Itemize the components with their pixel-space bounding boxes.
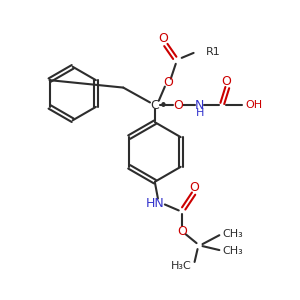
Text: H: H — [196, 108, 205, 118]
Text: O: O — [163, 76, 173, 89]
Text: O: O — [177, 225, 187, 238]
Text: •: • — [158, 99, 167, 114]
Text: O: O — [158, 32, 168, 44]
Text: R1: R1 — [206, 47, 220, 57]
Text: CH₃: CH₃ — [222, 229, 243, 239]
Text: O: O — [190, 181, 200, 194]
Text: OH: OH — [245, 100, 262, 110]
Text: C: C — [151, 99, 159, 112]
Text: HN: HN — [146, 197, 164, 210]
Text: CH₃: CH₃ — [222, 246, 243, 256]
Text: N: N — [195, 99, 204, 112]
Text: O: O — [221, 75, 231, 88]
Text: H₃C: H₃C — [171, 261, 192, 271]
Text: O: O — [173, 99, 183, 112]
